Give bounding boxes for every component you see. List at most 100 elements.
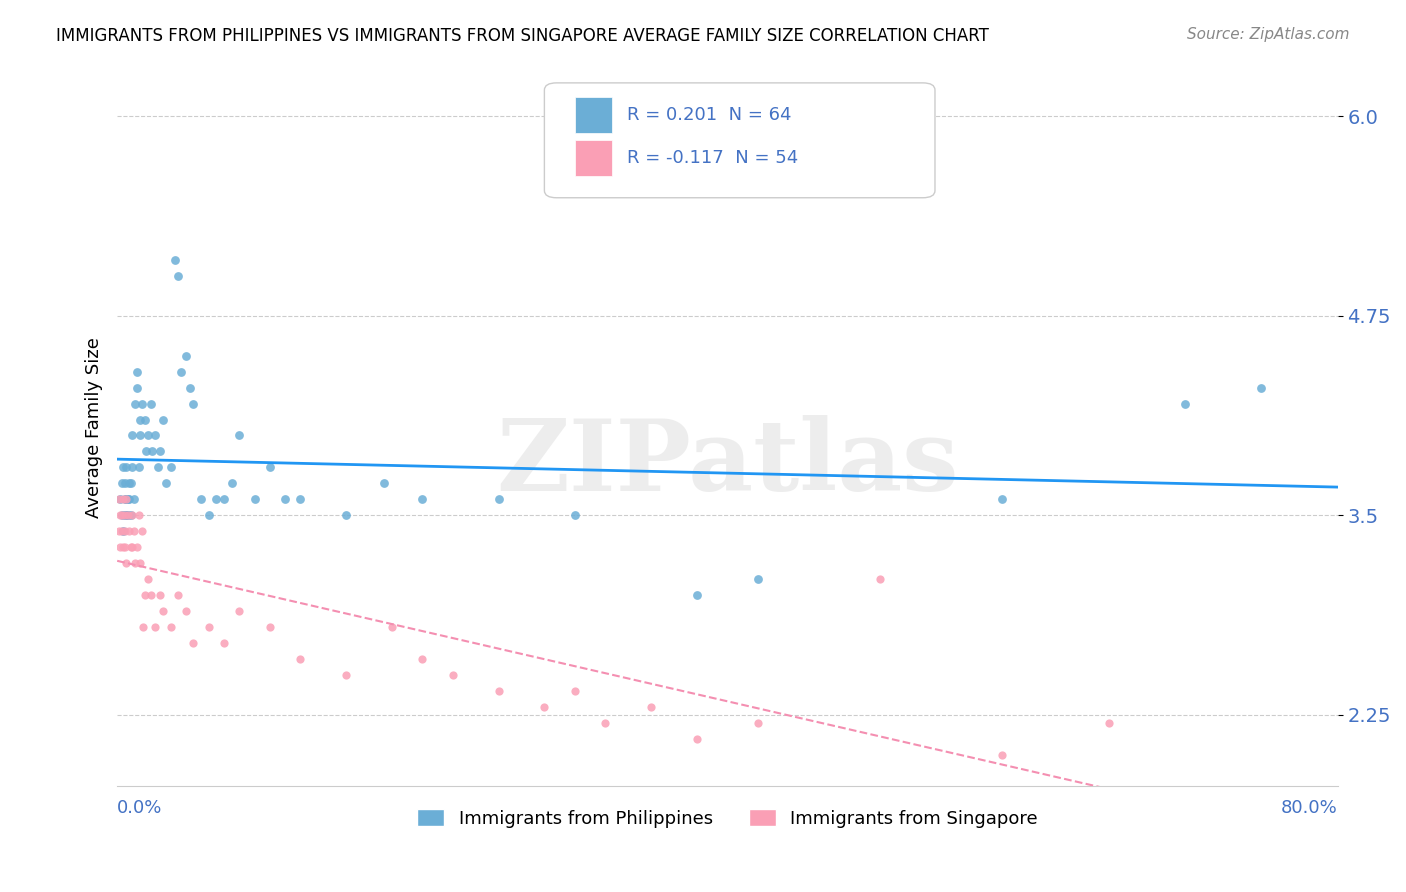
Text: R = 0.201  N = 64: R = 0.201 N = 64: [627, 106, 792, 124]
Point: [170, 365, 193, 379]
Point: [411, 492, 433, 507]
Point: [149, 588, 172, 602]
Point: [212, 492, 235, 507]
FancyBboxPatch shape: [575, 97, 612, 133]
Point: [125, 365, 148, 379]
Point: [121, 540, 143, 554]
Point: [117, 508, 139, 523]
Point: [155, 476, 177, 491]
Point: [120, 476, 142, 491]
Point: [373, 476, 395, 491]
Point: [121, 428, 143, 442]
Point: [143, 428, 166, 442]
Point: [114, 524, 136, 539]
Point: [134, 412, 156, 426]
Point: [595, 715, 617, 730]
Point: [120, 540, 142, 554]
FancyBboxPatch shape: [544, 83, 935, 198]
Point: [991, 747, 1014, 762]
Point: [197, 508, 219, 523]
Point: [159, 620, 181, 634]
Point: [129, 412, 152, 426]
Point: [120, 508, 142, 523]
Point: [159, 460, 181, 475]
Point: [686, 731, 709, 746]
Point: [112, 524, 135, 539]
Point: [141, 444, 163, 458]
Point: [197, 620, 219, 634]
Point: [747, 572, 769, 586]
Point: [136, 428, 159, 442]
Point: [114, 492, 136, 507]
Point: [212, 636, 235, 650]
Point: [152, 412, 174, 426]
Point: [129, 428, 152, 442]
Text: ZIPatlas: ZIPatlas: [496, 415, 959, 512]
Point: [149, 444, 172, 458]
Point: [112, 460, 135, 475]
Point: [125, 540, 148, 554]
Point: [747, 715, 769, 730]
Point: [121, 508, 143, 523]
Point: [125, 381, 148, 395]
Point: [564, 683, 586, 698]
Point: [115, 492, 138, 507]
Point: [167, 268, 190, 283]
Point: [110, 540, 132, 554]
Point: [259, 620, 281, 634]
Point: [174, 604, 197, 618]
Point: [115, 492, 138, 507]
Point: [118, 476, 141, 491]
Point: [139, 396, 162, 410]
Text: IMMIGRANTS FROM PHILIPPINES VS IMMIGRANTS FROM SINGAPORE AVERAGE FAMILY SIZE COR: IMMIGRANTS FROM PHILIPPINES VS IMMIGRANT…: [56, 27, 988, 45]
Point: [114, 508, 136, 523]
Point: [148, 460, 170, 475]
Point: [991, 492, 1014, 507]
Point: [274, 492, 297, 507]
Point: [111, 476, 134, 491]
Point: [135, 444, 157, 458]
Point: [107, 492, 129, 507]
Point: [488, 492, 510, 507]
Point: [174, 349, 197, 363]
Point: [381, 620, 404, 634]
Text: Source: ZipAtlas.com: Source: ZipAtlas.com: [1187, 27, 1350, 42]
Point: [533, 699, 555, 714]
Text: 0.0%: 0.0%: [117, 799, 163, 817]
Text: 80.0%: 80.0%: [1281, 799, 1337, 817]
Point: [259, 460, 281, 475]
Point: [131, 396, 153, 410]
Point: [1174, 396, 1197, 410]
Point: [128, 508, 150, 523]
Point: [121, 460, 143, 475]
Point: [131, 524, 153, 539]
Point: [115, 460, 138, 475]
Point: [183, 396, 205, 410]
Point: [134, 588, 156, 602]
Point: [128, 460, 150, 475]
Point: [132, 620, 155, 634]
Point: [335, 508, 357, 523]
Point: [139, 588, 162, 602]
Point: [221, 476, 243, 491]
Point: [640, 699, 662, 714]
Point: [124, 396, 146, 410]
Point: [1098, 715, 1121, 730]
Point: [179, 381, 201, 395]
Point: [228, 428, 250, 442]
Point: [124, 556, 146, 570]
Point: [114, 540, 136, 554]
Point: [167, 588, 190, 602]
Point: [122, 524, 145, 539]
Point: [136, 572, 159, 586]
Point: [488, 683, 510, 698]
Point: [243, 492, 266, 507]
Point: [111, 524, 134, 539]
Point: [111, 508, 134, 523]
Point: [122, 492, 145, 507]
Point: [115, 508, 138, 523]
Point: [335, 667, 357, 681]
Point: [112, 492, 135, 507]
Point: [869, 572, 891, 586]
Point: [117, 508, 139, 523]
